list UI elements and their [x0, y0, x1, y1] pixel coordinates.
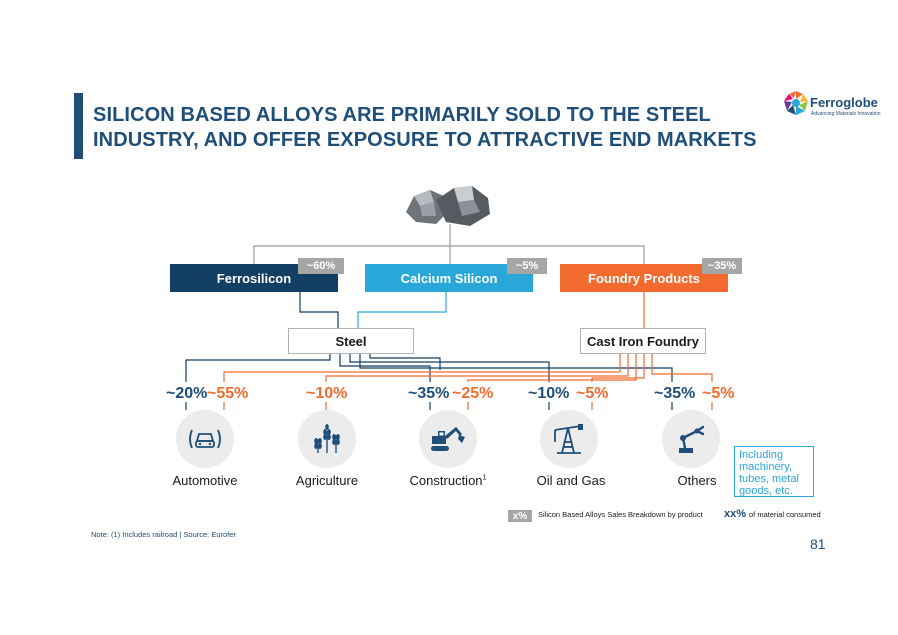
car-icon: [189, 429, 221, 449]
excavator-icon: [431, 427, 465, 451]
market-label-automotive: Automotive: [172, 473, 238, 488]
construction-label-text: Construction: [409, 473, 483, 488]
oil-gas-foundry-pct: ~5%: [576, 385, 609, 402]
product-label: Calcium Silicon: [400, 270, 498, 286]
product-share-badge: ~35%: [702, 258, 742, 274]
automotive-steel-pct: ~20%: [166, 385, 208, 402]
market-label-agriculture: Agriculture: [295, 473, 359, 488]
logo-tagline: Advancing Materials Innovation: [811, 111, 881, 117]
silicon-rock-image: [406, 186, 490, 226]
legend-xx-text: of material consumed: [749, 510, 821, 519]
product-label: Foundry Products: [588, 270, 700, 286]
market-label-construction: Construction1: [398, 473, 498, 488]
market-label-others: Others: [677, 473, 717, 488]
product-foundry-products: Foundry Products: [560, 264, 728, 292]
title-accent-bar: [74, 93, 83, 159]
construction-footnote-marker: 1: [482, 474, 487, 482]
legend-xx-label: xx%: [724, 508, 747, 520]
others-steel-pct: ~35%: [654, 385, 696, 402]
automotive-icon-circle: [176, 410, 234, 468]
agriculture-foundry-pct: ~10%: [306, 385, 348, 402]
construction-icon-circle: [419, 410, 477, 468]
slide-title: SILICON BASED ALLOYS ARE PRIMARILY SOLD …: [93, 104, 757, 151]
others-icon-circle: [662, 410, 720, 468]
page-number: 81: [810, 536, 826, 552]
product-label: Ferrosilicon: [216, 270, 292, 286]
market-label-oil-gas: Oil and Gas: [536, 473, 606, 488]
oil-gas-icon-circle: [540, 410, 598, 468]
automotive-foundry-pct: ~55%: [207, 385, 249, 402]
oil-derrick-icon: [554, 424, 583, 454]
product-calcium-silicon: Calcium Silicon: [365, 264, 533, 292]
robot-arm-icon: [679, 425, 705, 453]
product-share-badge: ~60%: [298, 258, 344, 274]
ferroglobe-logo-icon: [784, 91, 808, 115]
agriculture-icon-circle: [298, 410, 356, 468]
segment-cast-iron-foundry: Cast Iron Foundry: [580, 328, 706, 354]
logo-wordmark: Ferroglobe: [810, 95, 878, 110]
others-callout: Including machinery, tubes, metal goods,…: [734, 446, 814, 497]
product-share-badge: ~5%: [507, 258, 547, 274]
others-foundry-pct: ~5%: [702, 385, 735, 402]
segment-steel: Steel: [288, 328, 414, 354]
legend-swatch-text: Silicon Based Alloys Sales Breakdown by …: [538, 510, 703, 519]
wheat-icon: [314, 424, 340, 453]
construction-foundry-pct: ~25%: [452, 385, 494, 402]
footnote: Note: (1) Includes railroad | Source: Eu…: [91, 530, 236, 539]
oil-gas-steel-pct: ~10%: [528, 385, 570, 402]
legend-swatch: x%: [508, 510, 532, 522]
construction-steel-pct: ~35%: [408, 385, 450, 402]
